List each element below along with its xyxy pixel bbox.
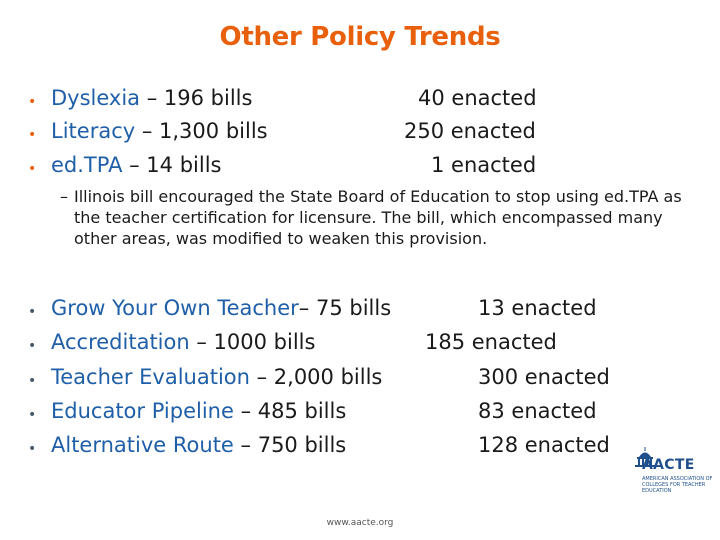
item-label: Grow Your Own Teacher– 75 bills [51, 296, 391, 320]
item-topic: ed.TPA [51, 153, 123, 177]
item-label: Literacy – 1,300 bills [51, 119, 268, 143]
slide-title: Other Policy Trends [219, 22, 501, 52]
list-item-dyslexia: • Dyslexia – 196 bills 40 enacted [0, 86, 720, 116]
item-label: Teacher Evaluation – 2,000 bills [51, 365, 382, 389]
dash-icon: – [60, 187, 68, 206]
bullet-icon: • [28, 338, 37, 354]
item-enacted: 128 enacted [478, 433, 610, 457]
item-bills: – 2,000 bills [249, 365, 383, 389]
logo-wordmark: AACTE [642, 457, 695, 473]
item-topic: Educator Pipeline [51, 399, 234, 423]
item-enacted: 300 enacted [478, 365, 610, 389]
bullet-icon: • [28, 127, 37, 143]
bullet-icon: • [28, 373, 37, 389]
item-enacted: 83 enacted [478, 399, 597, 423]
item-bills: – 75 bills [298, 296, 392, 320]
capitol-building-icon [635, 447, 655, 467]
list-item-edtpa: • ed.TPA – 14 bills 1 enacted [0, 153, 720, 183]
list-item-educator-pipeline: • Educator Pipeline – 485 bills 83 enact… [0, 399, 720, 429]
item-topic: Teacher Evaluation [51, 365, 250, 389]
bullet-icon: • [28, 161, 37, 177]
list-item-teacher-evaluation: • Teacher Evaluation – 2,000 bills 300 e… [0, 365, 720, 395]
list-item-grow-your-own: • Grow Your Own Teacher– 75 bills 13 ena… [0, 296, 720, 326]
item-bills: – 14 bills [122, 153, 222, 177]
item-label: ed.TPA – 14 bills [51, 153, 221, 177]
bullet-icon: • [28, 304, 37, 320]
footer-url: www.aacte.org [326, 518, 394, 528]
item-bills: – 485 bills [233, 399, 347, 423]
item-topic: Accreditation [51, 330, 190, 354]
list-item-literacy: • Literacy – 1,300 bills 250 enacted [0, 119, 720, 149]
logo-tagline: AMERICAN ASSOCIATION OF COLLEGES FOR TEA… [642, 476, 713, 494]
item-bills: – 196 bills [140, 86, 253, 110]
item-enacted: 185 enacted [425, 330, 557, 354]
note-text: Illinois bill encouraged the State Board… [74, 187, 682, 248]
bullet-icon: • [28, 94, 37, 110]
item-topic: Literacy [51, 119, 136, 143]
item-label: Educator Pipeline – 485 bills [51, 399, 346, 423]
item-enacted: 250 enacted [404, 119, 536, 143]
list-item-alternative-route: • Alternative Route – 750 bills 128 enac… [0, 433, 720, 463]
item-label: Alternative Route – 750 bills [51, 433, 346, 457]
sub-bullet-note: – Illinois bill encouraged the State Boa… [60, 186, 690, 249]
item-topic: Alternative Route [51, 433, 234, 457]
item-label: Dyslexia – 196 bills [51, 86, 252, 110]
item-topic: Dyslexia [51, 86, 141, 110]
item-enacted: 13 enacted [478, 296, 597, 320]
item-bills: – 1000 bills [189, 330, 316, 354]
item-enacted: 40 enacted [418, 86, 537, 110]
item-label: Accreditation – 1000 bills [51, 330, 315, 354]
item-bills: – 750 bills [233, 433, 347, 457]
aacte-logo: AACTE AMERICAN ASSOCIATION OF COLLEGES F… [632, 445, 712, 494]
item-bills: – 1,300 bills [135, 119, 268, 143]
item-enacted: 1 enacted [431, 153, 537, 177]
item-topic: Grow Your Own Teacher [51, 296, 299, 320]
bullet-icon: • [28, 407, 37, 423]
bullet-icon: • [28, 441, 37, 457]
list-item-accreditation: • Accreditation – 1000 bills 185 enacted [0, 330, 720, 360]
